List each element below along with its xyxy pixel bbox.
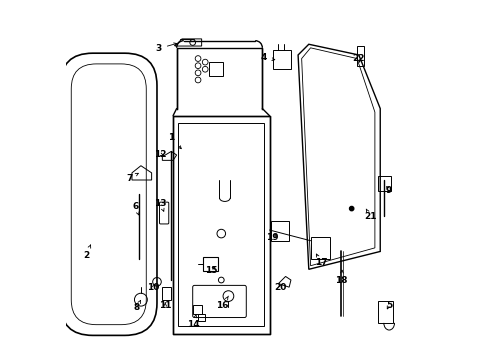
Text: 12: 12 <box>154 150 166 159</box>
Text: 13: 13 <box>154 199 166 211</box>
Text: 4: 4 <box>261 53 274 62</box>
Text: 19: 19 <box>265 233 278 242</box>
Text: 20: 20 <box>273 283 286 292</box>
Text: 11: 11 <box>159 301 171 310</box>
Text: 22: 22 <box>352 54 365 63</box>
Text: 5: 5 <box>385 301 391 310</box>
Bar <box>378 301 392 323</box>
Bar <box>356 46 364 66</box>
Bar <box>378 176 390 191</box>
Text: 16: 16 <box>216 296 228 310</box>
Bar <box>272 50 290 69</box>
Text: 2: 2 <box>83 245 90 260</box>
Bar <box>162 287 170 300</box>
Text: 3: 3 <box>155 43 176 53</box>
Bar <box>271 221 288 241</box>
Text: 21: 21 <box>363 209 376 221</box>
Text: 18: 18 <box>335 270 347 285</box>
Circle shape <box>349 206 353 211</box>
Bar <box>203 257 217 271</box>
Bar <box>310 237 329 258</box>
Text: 14: 14 <box>187 315 200 329</box>
Text: 17: 17 <box>314 254 326 267</box>
Text: 8: 8 <box>133 300 140 312</box>
Text: 7: 7 <box>126 173 138 183</box>
Text: 1: 1 <box>168 133 181 149</box>
Text: 9: 9 <box>385 185 391 194</box>
Bar <box>192 305 201 314</box>
Bar <box>208 62 223 76</box>
Text: 10: 10 <box>147 283 159 292</box>
Text: 6: 6 <box>132 202 139 215</box>
Text: 15: 15 <box>205 266 218 275</box>
Bar <box>198 314 205 321</box>
